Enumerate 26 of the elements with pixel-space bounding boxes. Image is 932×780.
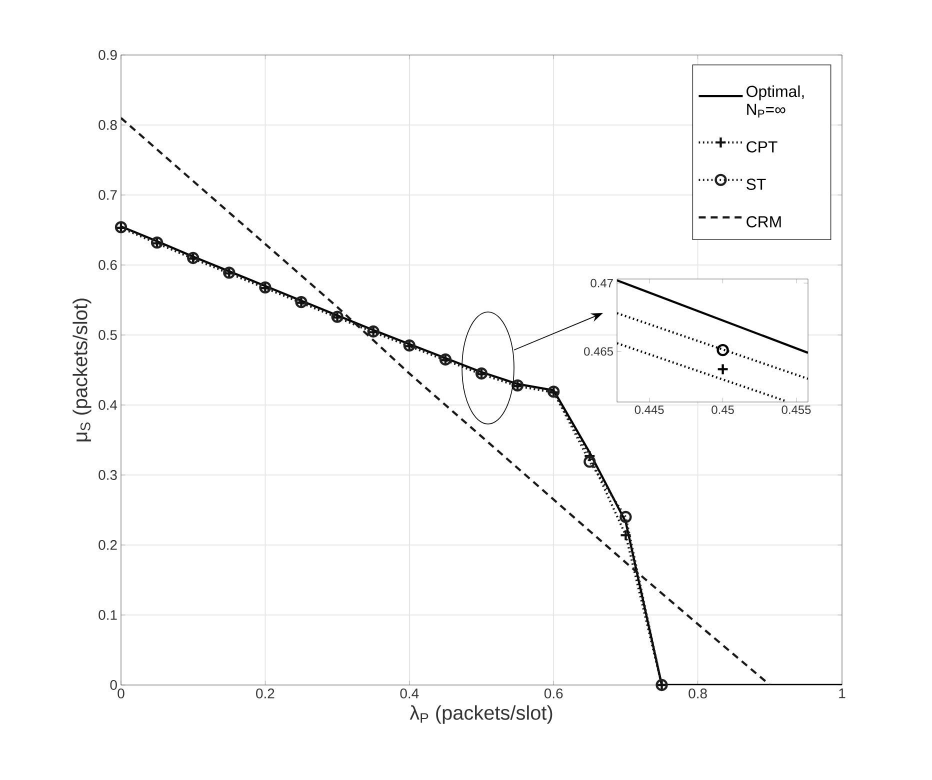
x-tick-label: 1 — [839, 688, 846, 698]
x-axis-title: λ$_{P}$ (packets/slot) — [410, 705, 552, 724]
y-tick-label: 0.5 — [98, 330, 117, 340]
x-tick-label: 0.2 — [256, 688, 274, 698]
legend-label: Optimal, N$_{P}$=∞ — [746, 85, 804, 118]
x-tick-label: 0.4 — [400, 688, 419, 698]
legend-label: CRM — [746, 216, 781, 228]
legend-label: ST — [746, 178, 766, 190]
y-tick-label: 0.2 — [98, 540, 117, 550]
y-tick-label: 0.1 — [98, 610, 117, 620]
x-tick-label: 0.45 — [712, 406, 734, 414]
y-tick-label: 0.465 — [584, 347, 613, 356]
y-tick-label: 0.8 — [98, 120, 117, 130]
x-tick-label: 0 — [118, 688, 124, 698]
y-tick-label: 0.9 — [98, 50, 117, 60]
y-tick-label: 0.7 — [98, 190, 117, 200]
legend-label: CPT — [746, 141, 778, 152]
y-tick-label: 0 — [110, 680, 117, 690]
y-tick-label: 0.3 — [98, 470, 117, 480]
x-tick-label: 0.445 — [634, 406, 664, 414]
y-tick-label: 0.6 — [98, 260, 117, 270]
x-tick-label: 0.6 — [544, 688, 563, 698]
y-tick-label: 0.47 — [590, 278, 613, 288]
y-axis-title: μ$_{S}$ (packets/slot) — [72, 298, 92, 442]
x-tick-label: 0.455 — [782, 406, 811, 414]
x-tick-label: 0.8 — [688, 688, 707, 698]
